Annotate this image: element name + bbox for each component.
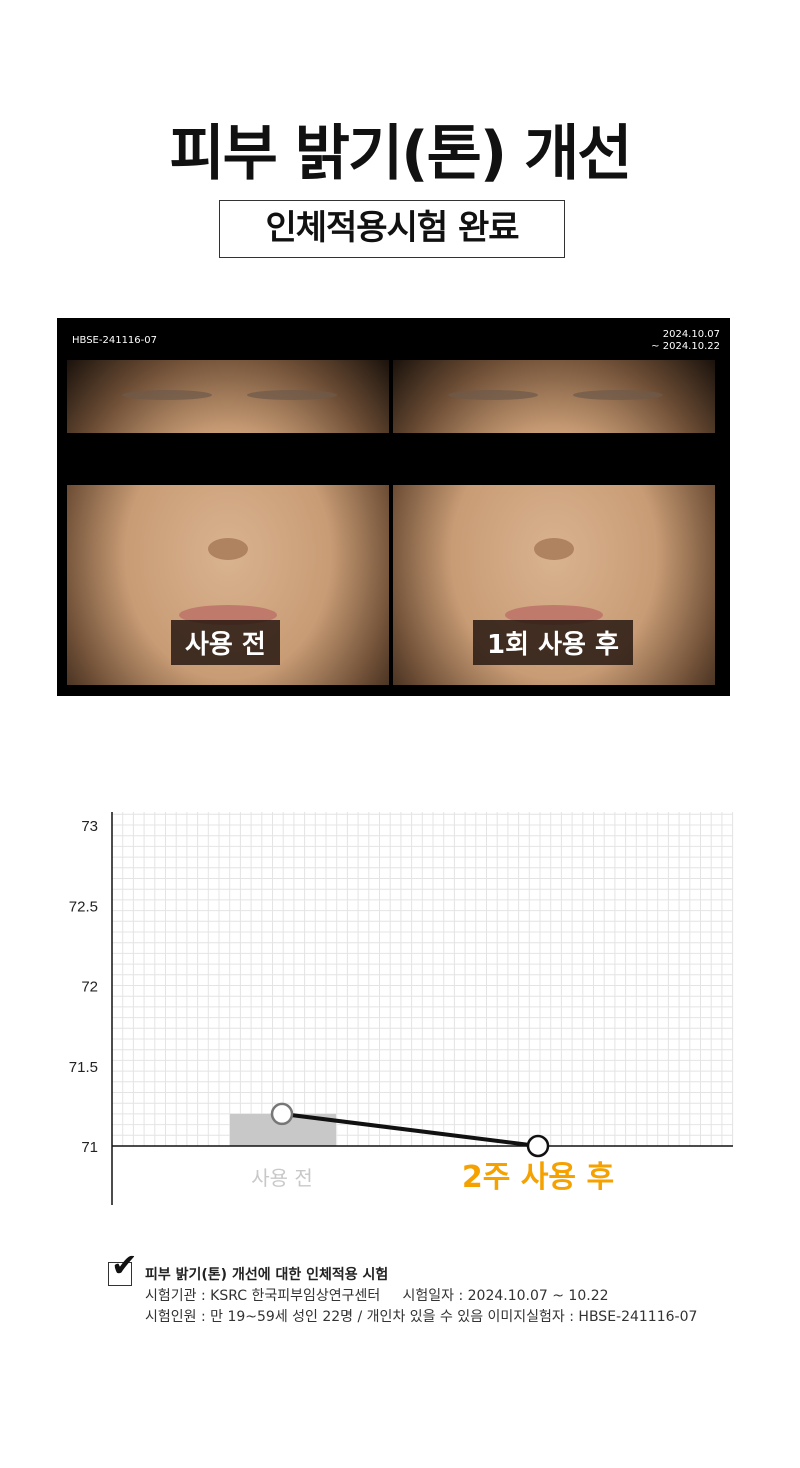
series-line	[281, 1111, 539, 1148]
footnote: ✔ 피부 밝기(톤) 개선에 대한 인체적용 시험 시험기관 : KSRC 한국…	[108, 1249, 698, 1328]
before-face-image: 사용 전	[67, 360, 389, 685]
x-label-before: 사용 전	[251, 1166, 313, 1190]
brightness-chart: 73 72.5 72 71.5 71 사용 전 2주 사용 후	[69, 812, 734, 1205]
after-face-image: 1회 사용 후	[393, 360, 715, 685]
date-end: ~ 2024.10.22	[651, 341, 720, 352]
checkbox-icon: ✔	[108, 1249, 138, 1286]
date-start: 2024.10.07	[662, 329, 720, 340]
page-subtitle-badge: 인체적용시험 완료	[219, 200, 565, 258]
footnote-heading: 피부 밝기(톤) 개선에 대한 인체적용 시험	[145, 1267, 389, 1283]
grid	[111, 812, 734, 1147]
data-point	[270, 1102, 294, 1126]
x-label-after: 2주 사용 후	[462, 1160, 614, 1195]
footnote-line2: 시험인원 : 만 19~59세 성인 22명 / 개인차 있을 수 있음 이미지…	[145, 1309, 698, 1325]
y-tick-label: 71.5	[69, 1059, 98, 1076]
test-dates: 2024.10.07 ~ 2024.10.22	[651, 329, 720, 353]
before-label: 사용 전	[171, 620, 280, 665]
footnote-line1: 시험기관 : KSRC 한국피부임상연구센터 시험일자 : 2024.10.07…	[145, 1288, 609, 1304]
page-title: 피부 밝기(톤) 개선	[169, 119, 632, 189]
before-after-photo: HBSE-241116-07 2024.10.07 ~ 2024.10.22 사용…	[57, 318, 730, 696]
y-tick-label: 73	[81, 818, 98, 835]
data-point	[526, 1134, 550, 1158]
y-tick-label: 71	[81, 1139, 98, 1156]
y-tick-label: 72.5	[69, 898, 98, 915]
after-label: 1회 사용 후	[473, 620, 633, 665]
subject-id: HBSE-241116-07	[72, 335, 157, 346]
y-tick-label: 72	[81, 979, 98, 996]
